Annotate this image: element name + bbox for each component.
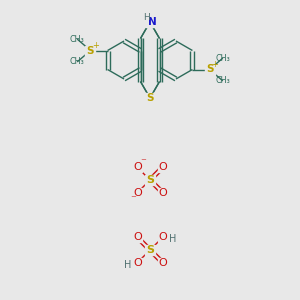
Text: H: H xyxy=(169,234,176,244)
Text: H: H xyxy=(142,14,149,22)
Bar xyxy=(158,258,167,267)
Text: ⁻: ⁻ xyxy=(130,195,136,205)
Text: +: + xyxy=(211,60,218,69)
Text: S: S xyxy=(87,46,94,56)
Text: CH₃: CH₃ xyxy=(70,57,85,66)
Text: +: + xyxy=(92,41,99,50)
Bar xyxy=(133,258,142,267)
Bar xyxy=(133,233,142,242)
Bar xyxy=(158,188,167,197)
Text: S: S xyxy=(206,64,213,74)
Text: O: O xyxy=(158,188,167,198)
Bar xyxy=(133,188,142,197)
Text: ⁻: ⁻ xyxy=(140,158,146,167)
Text: S: S xyxy=(146,245,154,255)
Bar xyxy=(145,175,155,185)
Text: CH₃: CH₃ xyxy=(70,34,85,43)
Text: O: O xyxy=(133,162,142,172)
Text: O: O xyxy=(158,232,167,242)
Text: S: S xyxy=(146,175,154,185)
Bar xyxy=(85,46,95,56)
Bar xyxy=(145,93,155,103)
Text: S: S xyxy=(146,93,154,103)
Bar xyxy=(205,64,214,74)
Text: O: O xyxy=(133,232,142,242)
Bar xyxy=(145,245,155,255)
Text: O: O xyxy=(133,258,142,268)
Text: O: O xyxy=(133,188,142,198)
Bar xyxy=(133,163,142,172)
Bar xyxy=(158,233,167,242)
Text: CH₃: CH₃ xyxy=(215,76,230,85)
Text: O: O xyxy=(158,162,167,172)
Text: H: H xyxy=(124,260,131,270)
Text: CH₃: CH₃ xyxy=(215,54,230,63)
Bar xyxy=(145,17,155,27)
Text: N: N xyxy=(148,17,156,27)
Bar xyxy=(158,163,167,172)
Text: O: O xyxy=(158,258,167,268)
